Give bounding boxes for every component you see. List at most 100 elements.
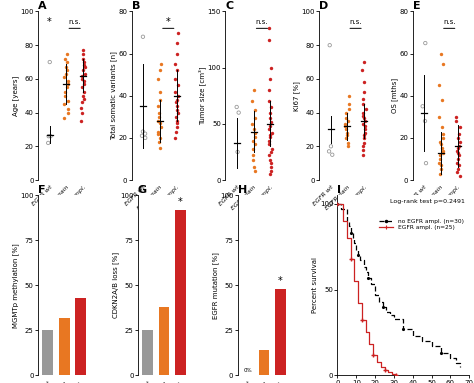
- Point: [265, 152, 273, 158]
- Point: [267, 118, 274, 124]
- Point: [359, 113, 367, 119]
- Point: [452, 118, 460, 124]
- Point: [81, 71, 89, 77]
- Point: [455, 152, 463, 158]
- Point: [455, 156, 462, 162]
- Point: [63, 64, 70, 70]
- Point: [173, 107, 181, 113]
- Point: [266, 171, 273, 177]
- Point: [251, 115, 259, 121]
- Text: E: E: [412, 2, 420, 11]
- Point: [344, 140, 352, 146]
- Point: [266, 123, 274, 129]
- Point: [436, 139, 443, 145]
- Point: [173, 40, 181, 46]
- Point: [455, 131, 463, 137]
- Point: [234, 149, 241, 155]
- Point: [438, 124, 446, 130]
- Point: [342, 135, 349, 141]
- Text: Log-rank test p=0.2491: Log-rank test p=0.2491: [391, 199, 465, 204]
- Point: [454, 145, 462, 151]
- Point: [79, 56, 86, 62]
- Point: [80, 96, 88, 102]
- Point: [61, 56, 69, 62]
- Point: [456, 143, 463, 149]
- Point: [266, 132, 273, 138]
- Point: [155, 103, 162, 110]
- Text: C: C: [225, 2, 233, 11]
- Point: [268, 65, 275, 71]
- Point: [138, 133, 146, 139]
- Point: [265, 137, 273, 144]
- Point: [155, 76, 162, 82]
- Point: [342, 126, 350, 133]
- Point: [80, 81, 88, 87]
- Point: [455, 162, 463, 169]
- Point: [63, 84, 71, 90]
- Bar: [259, 350, 269, 375]
- Y-axis label: Total somatic variants [n]: Total somatic variants [n]: [110, 51, 117, 140]
- Point: [344, 143, 352, 149]
- Point: [456, 124, 463, 130]
- Text: D: D: [319, 2, 328, 11]
- Point: [81, 59, 88, 65]
- Point: [326, 42, 334, 48]
- Point: [156, 88, 164, 95]
- Point: [249, 152, 256, 158]
- Point: [171, 76, 179, 82]
- Point: [360, 59, 368, 65]
- Point: [81, 64, 89, 70]
- Point: [435, 114, 443, 120]
- Point: [422, 160, 430, 166]
- Text: *: *: [178, 197, 183, 207]
- Point: [266, 157, 273, 163]
- Point: [156, 67, 164, 74]
- Point: [248, 121, 255, 127]
- Point: [173, 124, 181, 130]
- Point: [81, 89, 88, 95]
- Point: [251, 126, 258, 133]
- Y-axis label: OS [mths]: OS [mths]: [391, 78, 398, 113]
- Point: [172, 128, 180, 134]
- Point: [173, 118, 181, 124]
- Text: G: G: [138, 185, 147, 195]
- Point: [439, 135, 447, 141]
- Point: [78, 105, 85, 111]
- Point: [453, 160, 460, 166]
- Point: [252, 168, 259, 174]
- Point: [157, 61, 165, 67]
- Point: [421, 118, 429, 124]
- Point: [452, 114, 459, 120]
- Text: I: I: [337, 185, 341, 195]
- Point: [251, 130, 259, 136]
- Point: [437, 152, 444, 158]
- Point: [361, 126, 368, 133]
- Y-axis label: EGFR mutation [%]: EGFR mutation [%]: [212, 252, 219, 319]
- Y-axis label: MGMTp methylation [%]: MGMTp methylation [%]: [12, 243, 19, 328]
- Point: [155, 114, 163, 120]
- Point: [267, 160, 274, 166]
- Bar: [59, 318, 70, 375]
- Point: [361, 79, 368, 85]
- Point: [439, 149, 447, 155]
- Y-axis label: CDKN2A/B loss [%]: CDKN2A/B loss [%]: [112, 252, 118, 318]
- Point: [157, 120, 164, 126]
- Point: [346, 106, 353, 112]
- Bar: [142, 330, 153, 375]
- Point: [252, 134, 259, 141]
- Text: *: *: [278, 276, 283, 286]
- Point: [47, 133, 55, 139]
- Point: [252, 141, 259, 147]
- Text: *: *: [166, 16, 171, 27]
- Point: [359, 96, 367, 102]
- Point: [438, 162, 445, 169]
- Point: [64, 110, 72, 116]
- Point: [174, 93, 182, 99]
- Bar: [75, 298, 86, 375]
- Y-axis label: Tumor size [cm³]: Tumor size [cm³]: [199, 67, 206, 125]
- Point: [235, 110, 243, 116]
- Point: [327, 143, 335, 149]
- Point: [155, 128, 162, 134]
- Point: [342, 115, 349, 121]
- Y-axis label: Ki67 [%]: Ki67 [%]: [293, 81, 300, 111]
